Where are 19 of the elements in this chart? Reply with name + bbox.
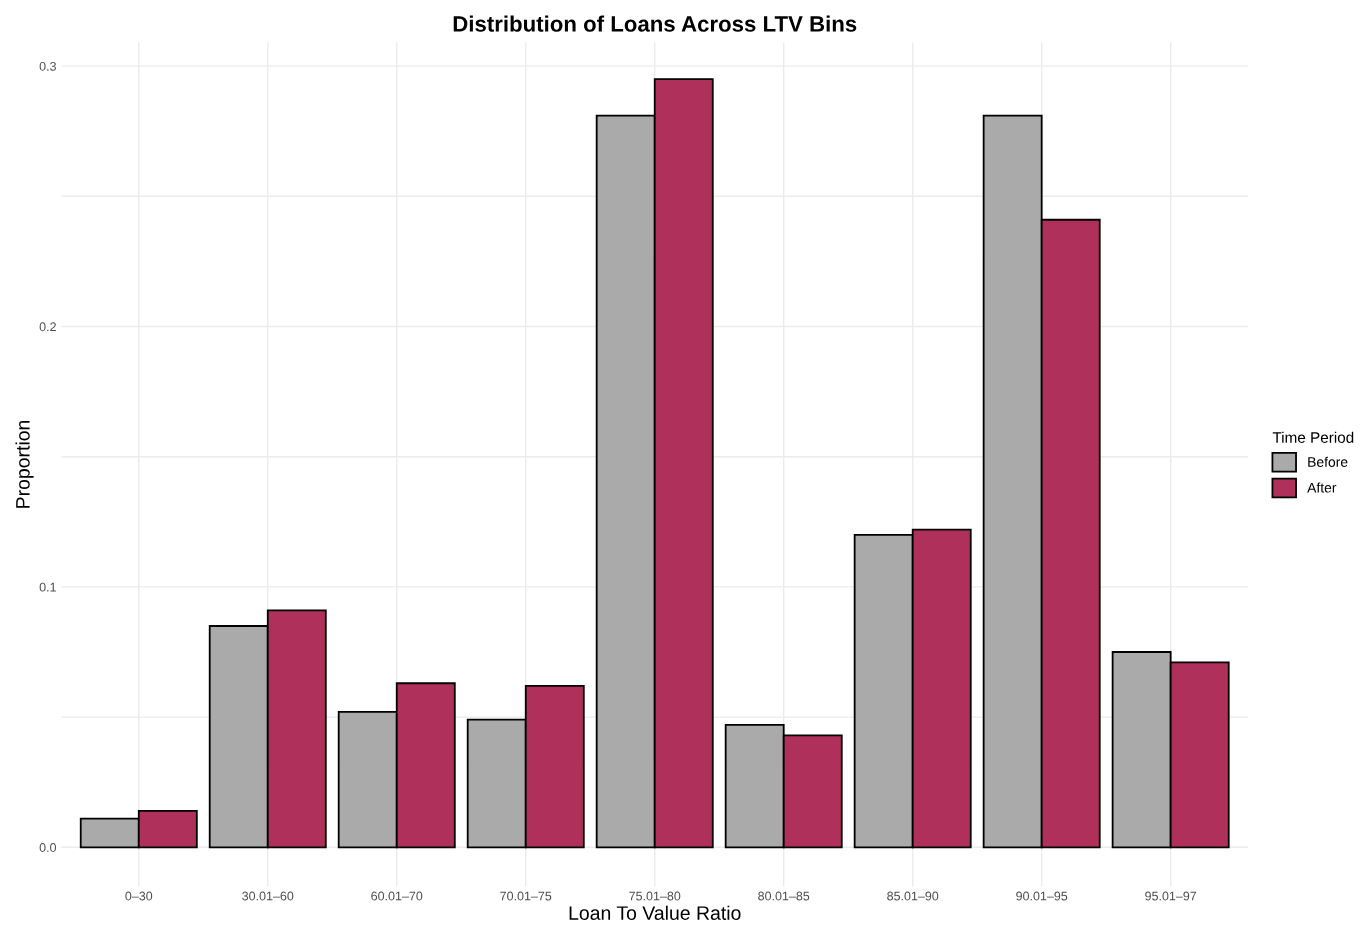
y-tick-label: 0.2 <box>39 322 56 332</box>
x-axis-title: Loan To Value Ratio <box>569 905 741 920</box>
x-tick-label: 60.01–70 <box>371 891 423 901</box>
x-tick-label: 70.01–75 <box>500 891 552 901</box>
chart-title: Distribution of Loans Across LTV Bins <box>453 15 857 32</box>
y-tick-label: 0.1 <box>39 582 56 592</box>
x-tick-label: 75.01–80 <box>629 891 681 901</box>
x-tick-label: 85.01–90 <box>887 891 939 901</box>
x-tick-label: 95.01–97 <box>1145 891 1197 901</box>
legend-label: After <box>1307 482 1337 493</box>
x-tick-label: 90.01–95 <box>1016 891 1068 901</box>
legend-label: Before <box>1308 456 1348 467</box>
x-tick-label: 80.01–85 <box>758 891 810 901</box>
x-tick-label: 0–30 <box>125 891 153 901</box>
y-tick-label: 0.0 <box>39 843 57 852</box>
y-tick-label: 0.3 <box>39 61 56 71</box>
legend-title: Time Period <box>1272 431 1354 443</box>
y-axis-title: Proportion <box>15 420 34 508</box>
x-tick-label: 30.01–60 <box>242 891 294 901</box>
